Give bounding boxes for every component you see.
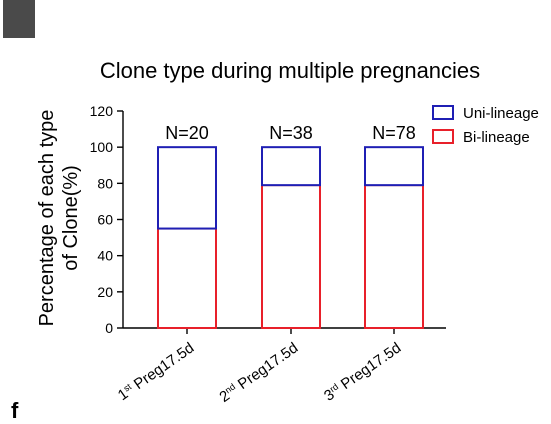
sample-size-label: N=20 [165, 123, 209, 143]
sample-size-label: N=38 [269, 123, 313, 143]
y-axis-label-line-2: of Clone(%) [60, 165, 82, 271]
y-axis-label-line-1: Percentage of each type [36, 110, 58, 327]
x-tick-label: 2nd Preg17.5d [216, 339, 301, 406]
corner-block [3, 0, 35, 38]
bar-uni-lineage-1 [157, 146, 217, 230]
legend-label-uni-lineage: Uni-lineage [463, 105, 539, 122]
legend-swatch-uni-lineage [432, 105, 454, 120]
y-tick-label: 120 [90, 103, 114, 119]
y-tick-label: 0 [105, 320, 113, 336]
bar-bi-lineage-2 [261, 184, 321, 329]
x-tick-label-text: 2nd Preg17.5d [216, 339, 301, 406]
bar-uni-lineage-2 [261, 146, 321, 187]
chart-title: Clone type during multiple pregnancies [100, 58, 480, 83]
x-tick-label: 3rd Preg17.5d [321, 339, 404, 404]
x-tick-label: 1st Preg17.5d [115, 339, 197, 404]
y-tick-label: 60 [97, 212, 113, 228]
bar-uni-lineage-3 [364, 146, 424, 187]
legend-label-bi-lineage: Bi-lineage [463, 129, 530, 146]
bar-bi-lineage-3 [364, 184, 424, 329]
y-tick-label: 80 [97, 175, 113, 191]
y-tick-label: 40 [97, 248, 113, 264]
x-tick-label-text: 1st Preg17.5d [115, 339, 197, 404]
y-tick-label: 100 [90, 139, 114, 155]
panel-label: f [11, 398, 19, 423]
x-tick-label-text: 3rd Preg17.5d [321, 339, 404, 404]
y-tick-label: 20 [97, 284, 113, 300]
y-axis-label: Percentage of each type of Clone(%) [36, 110, 82, 327]
bar-bi-lineage-1 [157, 227, 217, 330]
sample-size-label: N=78 [372, 123, 416, 143]
legend-swatch-bi-lineage [432, 129, 454, 144]
